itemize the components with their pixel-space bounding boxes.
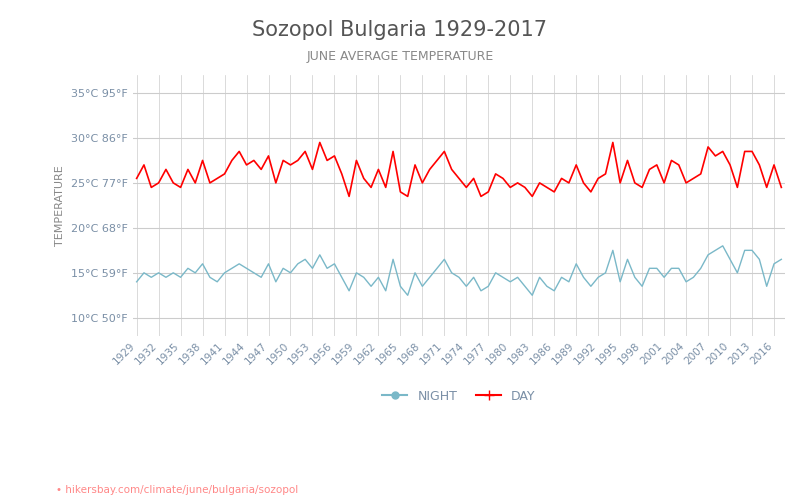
Text: Sozopol Bulgaria 1929-2017: Sozopol Bulgaria 1929-2017	[253, 20, 547, 40]
Y-axis label: TEMPERATURE: TEMPERATURE	[55, 165, 65, 246]
Legend: NIGHT, DAY: NIGHT, DAY	[378, 384, 541, 407]
Text: • hikersbay.com/climate/june/bulgaria/sozopol: • hikersbay.com/climate/june/bulgaria/so…	[56, 485, 298, 495]
Text: JUNE AVERAGE TEMPERATURE: JUNE AVERAGE TEMPERATURE	[306, 50, 494, 63]
